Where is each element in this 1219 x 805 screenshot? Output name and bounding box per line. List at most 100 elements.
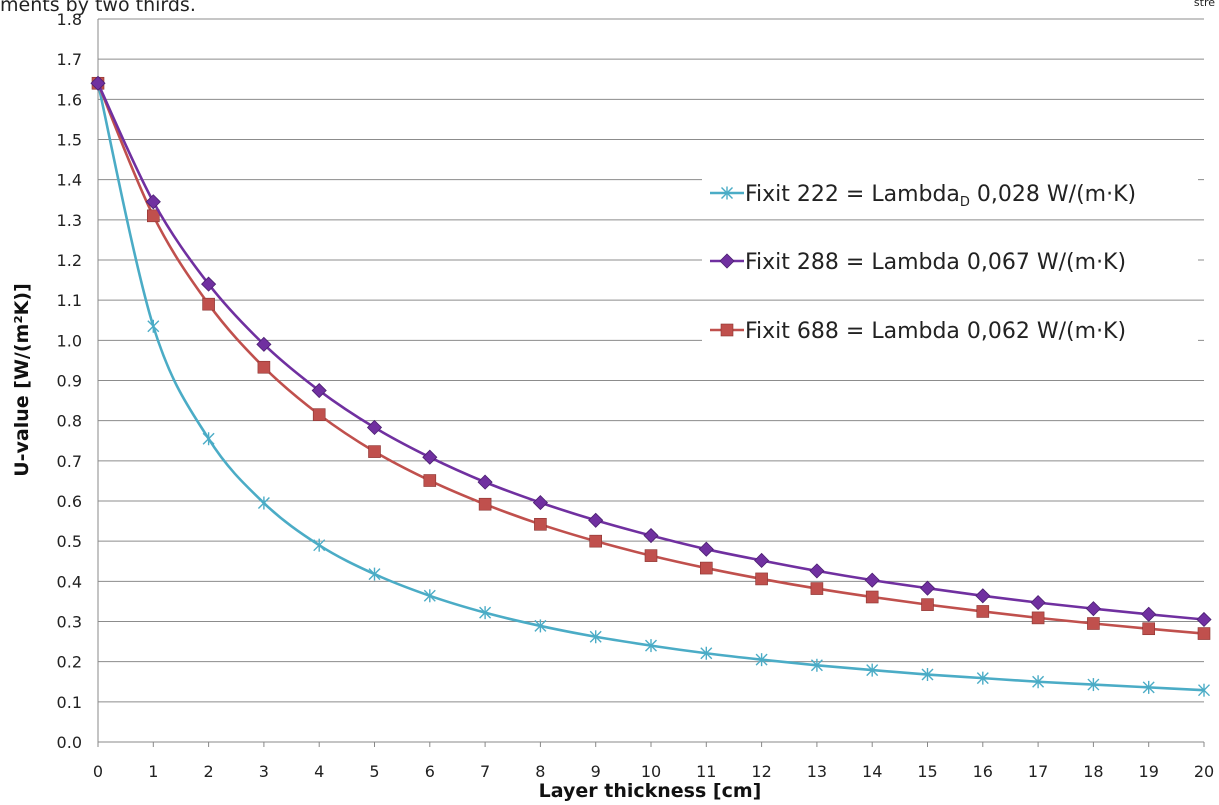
data-point xyxy=(147,319,160,333)
data-point xyxy=(976,605,990,618)
data-point xyxy=(1197,627,1211,640)
y-tick-label: 0.6 xyxy=(57,492,82,511)
y-tick-label: 0.3 xyxy=(57,613,82,632)
legend-label: Fixit 288 = Lambda 0,067 W/(m·K) xyxy=(745,250,1126,275)
data-point xyxy=(202,297,215,311)
y-tick-label: 0.2 xyxy=(57,653,82,672)
data-point xyxy=(1031,611,1045,625)
x-tick-label: 11 xyxy=(696,762,716,781)
data-point xyxy=(311,382,327,399)
data-point xyxy=(257,360,271,374)
data-point xyxy=(1032,675,1045,689)
x-tick-label: 12 xyxy=(751,762,771,781)
data-point xyxy=(810,658,823,672)
legend-label: Fixit 222 = LambdaD 0,028 W/(m·K) xyxy=(745,182,1136,210)
series-line xyxy=(96,82,1205,635)
y-tick-label: 0.8 xyxy=(57,412,82,431)
data-point xyxy=(589,630,602,644)
legend-entry: Fixit 288 = Lambda 0,067 W/(m·K) xyxy=(702,239,1198,283)
legend-marker xyxy=(720,323,734,337)
x-tick-label: 10 xyxy=(641,762,661,781)
data-point xyxy=(645,639,657,653)
data-point xyxy=(921,598,934,611)
series-line xyxy=(96,82,1205,621)
legend-entry: Fixit 222 = LambdaD 0,028 W/(m·K) xyxy=(702,171,1198,215)
y-tick-label: 0.7 xyxy=(57,452,82,471)
axes xyxy=(97,19,1204,743)
legend: Fixit 222 = LambdaD 0,028 W/(m·K) Fixit 2… xyxy=(702,171,1198,352)
data-point xyxy=(534,517,547,531)
x-tick-label: 17 xyxy=(1028,762,1048,781)
data-point xyxy=(698,541,714,557)
x-tick-label: 4 xyxy=(314,762,324,781)
data-point xyxy=(145,194,161,210)
data-point xyxy=(865,590,879,604)
clipped-caption-text: ments by two thirds. xyxy=(0,0,196,16)
x-tick-label: 9 xyxy=(591,762,601,781)
y-axis-ticks: 0.0 0.1 0.2 0.3 0.4 0.5 0.6 0.7 0.8 0.9 1.0 1.1 1.2 1… xyxy=(57,10,82,752)
data-point xyxy=(919,580,936,596)
data-point xyxy=(1085,601,1101,617)
series-square xyxy=(91,76,1211,640)
data-point xyxy=(754,552,770,569)
y-tick-label: 1.6 xyxy=(57,90,82,109)
data-point xyxy=(368,445,381,458)
data-point xyxy=(1198,683,1210,697)
x-tick-label: 16 xyxy=(973,762,993,781)
data-point xyxy=(1087,678,1100,692)
data-point xyxy=(1141,606,1157,622)
data-point xyxy=(643,527,659,544)
data-point xyxy=(90,75,106,91)
data-point xyxy=(1142,680,1155,694)
data-point xyxy=(532,495,548,511)
x-tick-label: 14 xyxy=(862,762,882,781)
x-axis-ticks: 0 1 2 3 4 5 6 7 8 9 10 11 12 13 14 15 16 17 18 19 20 xyxy=(93,742,1214,781)
y-tick-label: 1.1 xyxy=(57,291,82,310)
y-tick-label: 1.2 xyxy=(57,251,82,270)
data-point xyxy=(477,474,493,490)
data-point xyxy=(975,588,991,604)
data-point xyxy=(1030,595,1046,611)
data-point xyxy=(1142,622,1155,636)
data-point xyxy=(700,646,713,660)
data-point xyxy=(1087,617,1100,630)
legend-entry-background xyxy=(702,239,1198,283)
data-point xyxy=(589,534,603,548)
y-tick-label: 1.7 xyxy=(57,50,82,69)
x-tick-label: 3 xyxy=(259,762,269,781)
data-point xyxy=(588,512,604,528)
data-point xyxy=(478,497,492,511)
x-tick-label: 20 xyxy=(1194,762,1214,781)
x-tick-label: 0 xyxy=(93,762,103,781)
data-point xyxy=(147,209,160,223)
x-tick-label: 2 xyxy=(204,762,214,781)
legend-entry-background xyxy=(702,171,1198,215)
data-point xyxy=(976,671,989,685)
y-tick-label: 1.0 xyxy=(57,331,82,350)
data-point xyxy=(810,582,824,595)
data-point xyxy=(864,572,880,588)
y-tick-label: 1.8 xyxy=(57,10,82,29)
data-point xyxy=(755,572,768,586)
data-point xyxy=(202,432,215,446)
y-tick-label: 1.3 xyxy=(57,211,82,230)
data-point xyxy=(921,668,934,682)
data-point xyxy=(699,561,713,575)
data-point xyxy=(866,663,879,677)
data-point xyxy=(312,408,326,421)
series-line xyxy=(96,82,1205,692)
data-point xyxy=(423,474,437,487)
legend-marker xyxy=(719,253,735,269)
data-point xyxy=(201,276,217,292)
y-axis-title: U-value [W/(m²K)] xyxy=(11,283,33,477)
data-point xyxy=(256,336,272,352)
y-tick-label: 0.5 xyxy=(57,532,82,551)
x-tick-label: 6 xyxy=(425,762,435,781)
data-point xyxy=(755,653,768,667)
x-tick-label: 5 xyxy=(369,762,379,781)
x-tick-label: 19 xyxy=(1139,762,1159,781)
data-point xyxy=(644,549,658,562)
y-tick-label: 0.4 xyxy=(57,572,82,591)
y-tick-label: 0.9 xyxy=(57,372,82,391)
